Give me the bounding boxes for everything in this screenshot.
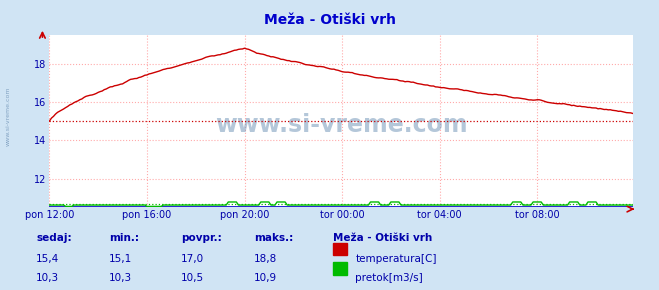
- Text: 15,4: 15,4: [36, 254, 59, 264]
- Text: min.:: min.:: [109, 233, 139, 243]
- Text: 18,8: 18,8: [254, 254, 277, 264]
- Text: sedaj:: sedaj:: [36, 233, 72, 243]
- Text: povpr.:: povpr.:: [181, 233, 222, 243]
- Text: pretok[m3/s]: pretok[m3/s]: [355, 273, 423, 283]
- Text: 10,3: 10,3: [109, 273, 132, 283]
- Text: www.si-vreme.com: www.si-vreme.com: [215, 113, 467, 137]
- Text: 10,9: 10,9: [254, 273, 277, 283]
- Text: 10,3: 10,3: [36, 273, 59, 283]
- Text: 10,5: 10,5: [181, 273, 204, 283]
- Text: www.si-vreme.com: www.si-vreme.com: [5, 86, 11, 146]
- Text: temperatura[C]: temperatura[C]: [355, 254, 437, 264]
- Text: Meža - Otiški vrh: Meža - Otiški vrh: [333, 233, 432, 243]
- Text: Meža - Otiški vrh: Meža - Otiški vrh: [264, 13, 395, 27]
- Text: 15,1: 15,1: [109, 254, 132, 264]
- Text: 17,0: 17,0: [181, 254, 204, 264]
- Text: maks.:: maks.:: [254, 233, 293, 243]
